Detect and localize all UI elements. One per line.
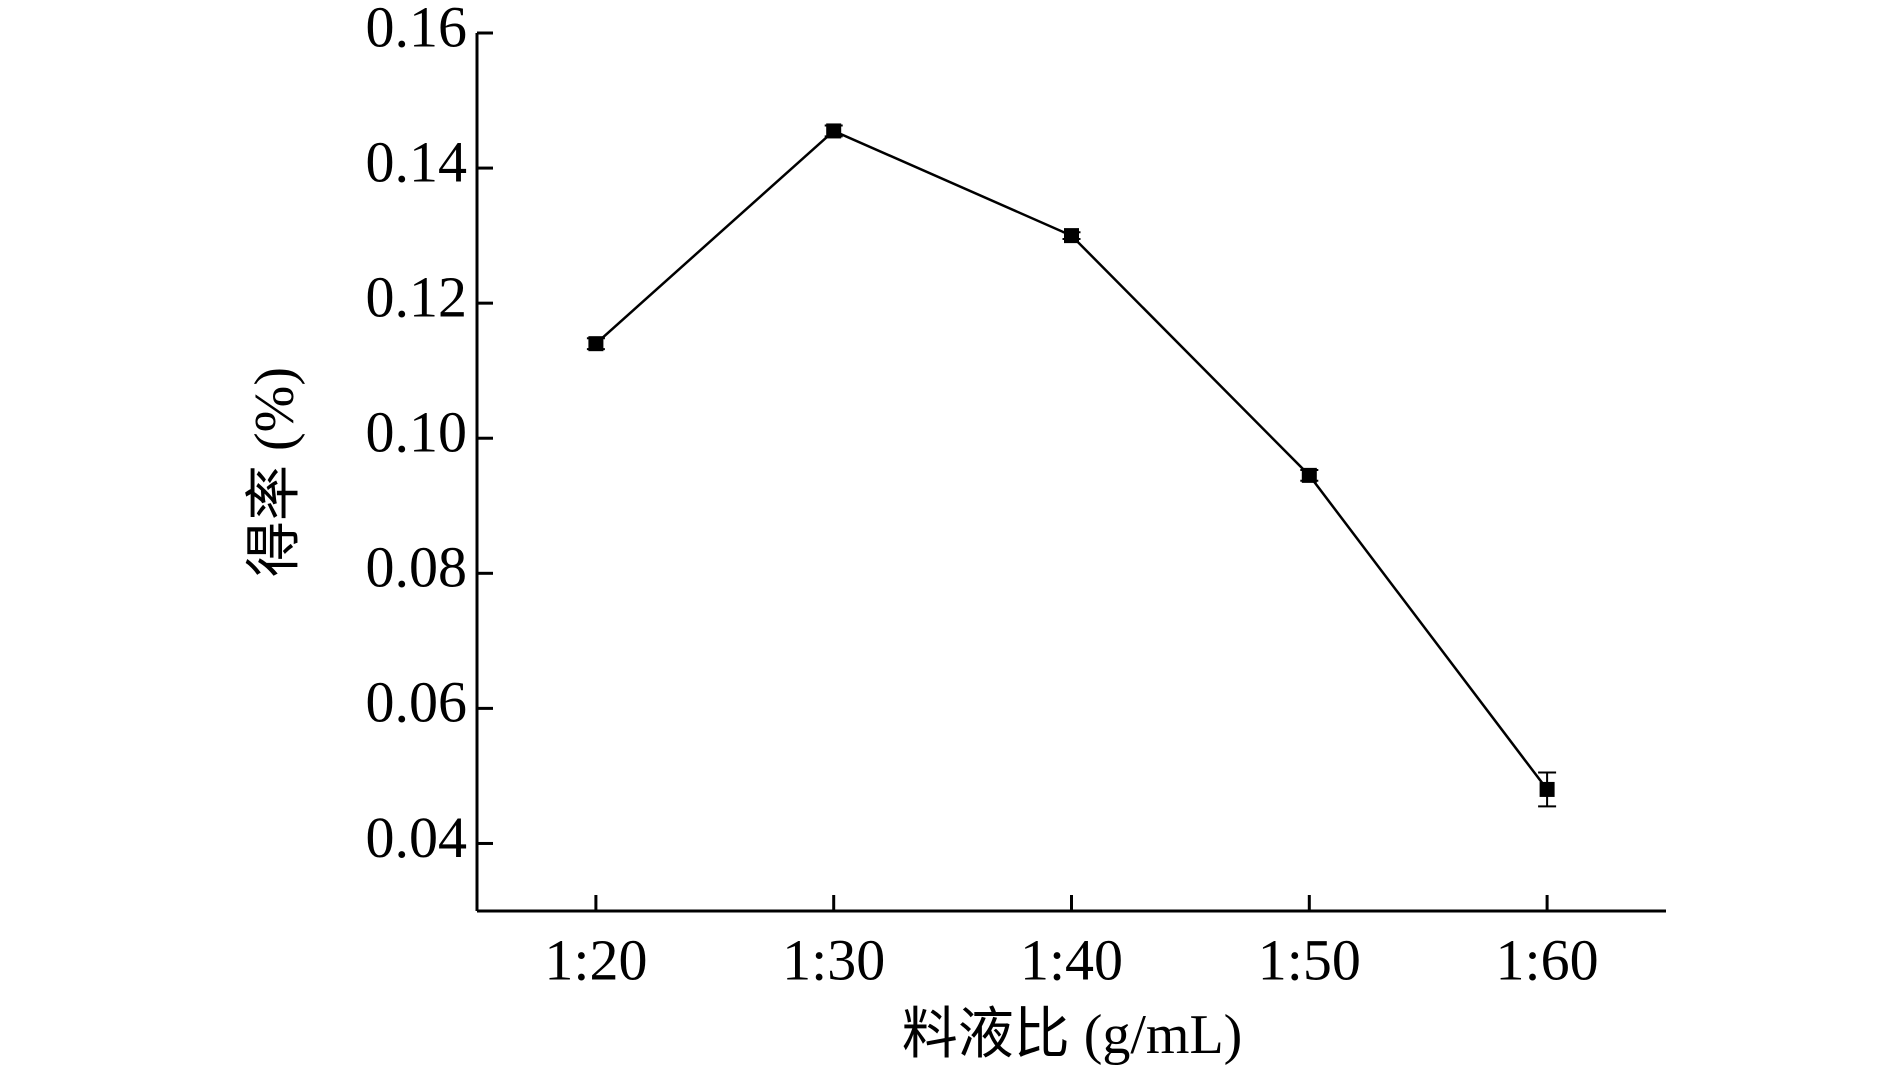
marker xyxy=(1539,781,1555,797)
marker xyxy=(1064,228,1079,244)
y-tick-label: 0.10 xyxy=(366,400,468,465)
y-tick-label: 0.16 xyxy=(366,0,468,59)
marker xyxy=(1301,467,1317,483)
x-tick-label: 1:20 xyxy=(544,927,647,992)
marker xyxy=(588,336,604,352)
x-tick-label: 1:40 xyxy=(1020,927,1123,992)
y-axis-title: 得率 (%) xyxy=(244,367,306,577)
x-axis-title: 料液比 (g/mL) xyxy=(902,1004,1243,1066)
y-tick-label: 0.06 xyxy=(366,670,468,735)
x-tick-label: 1:50 xyxy=(1258,927,1361,992)
x-tick-label: 1:60 xyxy=(1496,927,1599,992)
marker xyxy=(826,123,842,139)
y-tick-label: 0.04 xyxy=(366,805,468,870)
x-tick-label: 1:30 xyxy=(782,927,885,992)
y-tick-label: 0.12 xyxy=(366,264,468,329)
y-tick-label: 0.14 xyxy=(366,129,468,194)
y-tick-label: 0.08 xyxy=(366,535,468,600)
